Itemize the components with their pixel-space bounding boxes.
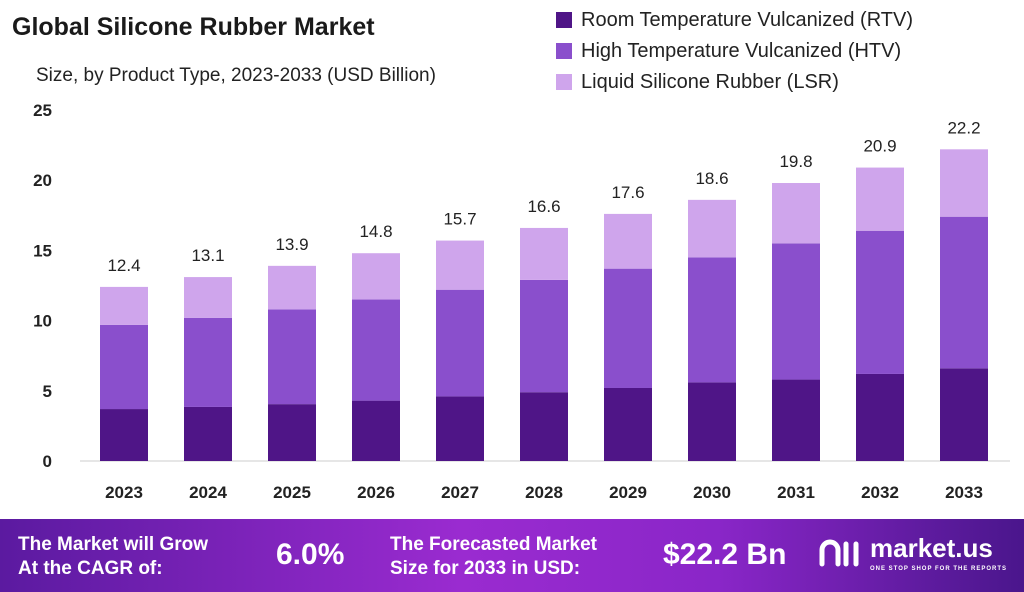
total-label: 16.6 bbox=[527, 197, 560, 216]
x-tick-label: 2032 bbox=[861, 483, 899, 502]
bar-segment-lsr bbox=[268, 265, 316, 310]
cagr-label: The Market will Grow At the CAGR of: bbox=[18, 533, 208, 581]
bar-segment-rtv bbox=[856, 373, 904, 461]
legend-swatch bbox=[556, 73, 572, 90]
cagr-value: 6.0% bbox=[276, 538, 345, 571]
market-size-value: $22.2 Bn bbox=[663, 538, 787, 571]
total-label: 13.1 bbox=[191, 246, 224, 265]
total-label: 15.7 bbox=[443, 210, 476, 229]
legend: Room Temperature Vulcanized (RTV) High T… bbox=[556, 4, 913, 97]
market-size-label: The Forecasted Market Size for 2033 in US… bbox=[390, 533, 597, 581]
logo-tagline: ONE STOP SHOP FOR THE REPORTS bbox=[870, 566, 1008, 572]
bar-segment-lsr bbox=[520, 227, 568, 280]
bar-segment-htv bbox=[856, 230, 904, 374]
chart-title: Global Silicone Rubber Market bbox=[12, 13, 375, 41]
legend-item-lsr: Liquid Silicone Rubber (LSR) bbox=[556, 66, 913, 97]
x-tick-label: 2025 bbox=[273, 483, 311, 502]
x-tick-label: 2028 bbox=[525, 483, 563, 502]
bar-segment-htv bbox=[520, 279, 568, 393]
total-label: 18.6 bbox=[695, 169, 728, 188]
logo-name: market.us bbox=[870, 533, 993, 563]
bar-segment-rtv bbox=[520, 392, 568, 461]
bar-segment-rtv bbox=[352, 400, 400, 461]
bar-segment-lsr bbox=[688, 199, 736, 258]
bar-segment-lsr bbox=[352, 253, 400, 300]
bar-segment-lsr bbox=[940, 149, 988, 217]
y-tick-label: 10 bbox=[33, 312, 52, 331]
bar-segment-rtv bbox=[772, 379, 820, 461]
y-tick-label: 15 bbox=[33, 241, 52, 260]
bar-segment-htv bbox=[100, 324, 148, 410]
market-us-logo: market.us ONE STOP SHOP FOR THE REPORTS bbox=[818, 533, 1007, 573]
bar-segment-rtv bbox=[268, 404, 316, 461]
bar-segment-rtv bbox=[940, 368, 988, 461]
bar-segment-lsr bbox=[604, 213, 652, 269]
total-label: 13.9 bbox=[275, 235, 308, 254]
bar-segment-htv bbox=[184, 317, 232, 407]
bar-segment-rtv bbox=[184, 406, 232, 461]
legend-swatch bbox=[556, 42, 572, 59]
bar-segment-htv bbox=[268, 309, 316, 405]
cagr-label-line: At the CAGR of: bbox=[18, 558, 163, 579]
total-label: 22.2 bbox=[947, 118, 980, 137]
bar-segment-lsr bbox=[772, 183, 820, 244]
total-label: 20.9 bbox=[863, 137, 896, 156]
bar-segment-lsr bbox=[100, 286, 148, 325]
total-label: 12.4 bbox=[107, 256, 140, 275]
bar-segment-rtv bbox=[436, 396, 484, 461]
bar-segment-htv bbox=[940, 216, 988, 369]
logo-text: market.us ONE STOP SHOP FOR THE REPORTS bbox=[870, 533, 1007, 573]
bar-segment-lsr bbox=[184, 277, 232, 318]
x-tick-label: 2026 bbox=[357, 483, 395, 502]
bar-segment-htv bbox=[604, 268, 652, 388]
logo-icon bbox=[819, 539, 859, 567]
total-label: 14.8 bbox=[359, 222, 392, 241]
total-label: 17.6 bbox=[611, 183, 644, 202]
legend-label: Room Temperature Vulcanized (RTV) bbox=[581, 8, 913, 31]
bar-segment-lsr bbox=[436, 240, 484, 290]
bar-segment-htv bbox=[688, 257, 736, 383]
size-label-line: Size for 2033 in USD: bbox=[390, 558, 581, 579]
cagr-label-line: The Market will Grow bbox=[18, 534, 209, 555]
legend-label: High Temperature Vulcanized (HTV) bbox=[581, 39, 902, 62]
chart-subtitle: Size, by Product Type, 2023-2033 (USD Bi… bbox=[36, 65, 436, 86]
x-tick-label: 2024 bbox=[189, 483, 227, 502]
bar-segment-rtv bbox=[100, 409, 148, 461]
y-tick-label: 25 bbox=[33, 101, 52, 120]
legend-item-rtv: Room Temperature Vulcanized (RTV) bbox=[556, 4, 913, 35]
x-tick-label: 2027 bbox=[441, 483, 479, 502]
y-tick-label: 5 bbox=[43, 382, 52, 401]
legend-swatch bbox=[556, 11, 572, 28]
bar-segment-rtv bbox=[688, 382, 736, 461]
legend-item-htv: High Temperature Vulcanized (HTV) bbox=[556, 35, 913, 66]
chart-plot: 051015202512.4202313.1202413.9202514.820… bbox=[33, 101, 1010, 502]
bar-segment-rtv bbox=[604, 387, 652, 461]
bar-segment-htv bbox=[772, 243, 820, 380]
footer-banner: The Market will Grow At the CAGR of: 6.0%… bbox=[0, 519, 1024, 592]
legend-label: Liquid Silicone Rubber (LSR) bbox=[581, 70, 839, 93]
y-tick-label: 20 bbox=[33, 171, 52, 190]
bar-segment-htv bbox=[352, 299, 400, 401]
bar-segment-lsr bbox=[856, 167, 904, 231]
x-tick-label: 2030 bbox=[693, 483, 731, 502]
x-tick-label: 2031 bbox=[777, 483, 815, 502]
bar-segment-htv bbox=[436, 289, 484, 397]
x-tick-label: 2023 bbox=[105, 483, 143, 502]
size-label-line: The Forecasted Market bbox=[390, 534, 597, 555]
y-tick-label: 0 bbox=[43, 452, 52, 471]
total-label: 19.8 bbox=[779, 152, 812, 171]
x-tick-label: 2029 bbox=[609, 483, 647, 502]
x-tick-label: 2033 bbox=[945, 483, 983, 502]
